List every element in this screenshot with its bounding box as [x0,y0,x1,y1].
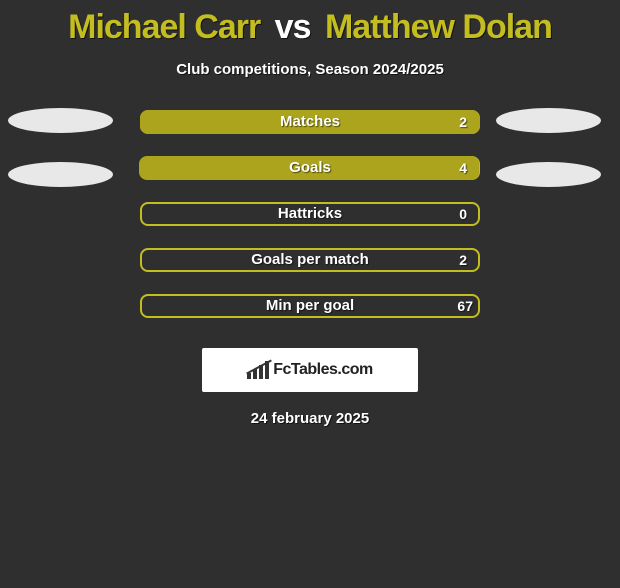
stat-row: Matches2 [0,108,620,154]
title: Michael Carr vs Matthew Dolan [0,8,620,47]
stat-value: 67 [457,294,473,318]
subtitle: Club competitions, Season 2024/2025 [0,61,620,78]
player1-oval [8,108,113,133]
stat-label: Goals per match [140,248,480,272]
stat-row: Hattricks0 [0,200,620,246]
stat-value: 0 [459,202,467,226]
player2-oval [496,162,601,187]
stat-row: Min per goal67 [0,292,620,338]
stat-row: Goals4 [0,154,620,200]
stat-label: Matches [140,110,480,134]
stat-value: 2 [459,110,467,134]
stat-label: Hattricks [140,202,480,226]
player2-oval [496,108,601,133]
stat-label: Goals [140,156,480,180]
title-player1: Michael Carr [68,8,260,46]
site-logo: FcTables.com [202,348,418,392]
title-vs: vs [275,8,311,46]
stat-value: 4 [459,156,467,180]
chart-icon [247,361,269,379]
stat-label: Min per goal [140,294,480,318]
player1-oval [8,162,113,187]
stat-value: 2 [459,248,467,272]
comparison-rows: Matches2Goals4Hattricks0Goals per match2… [0,108,620,338]
date-text: 24 february 2025 [0,410,620,427]
title-player2: Matthew Dolan [325,8,552,46]
logo-text: FcTables.com [273,361,373,379]
stat-row: Goals per match2 [0,246,620,292]
